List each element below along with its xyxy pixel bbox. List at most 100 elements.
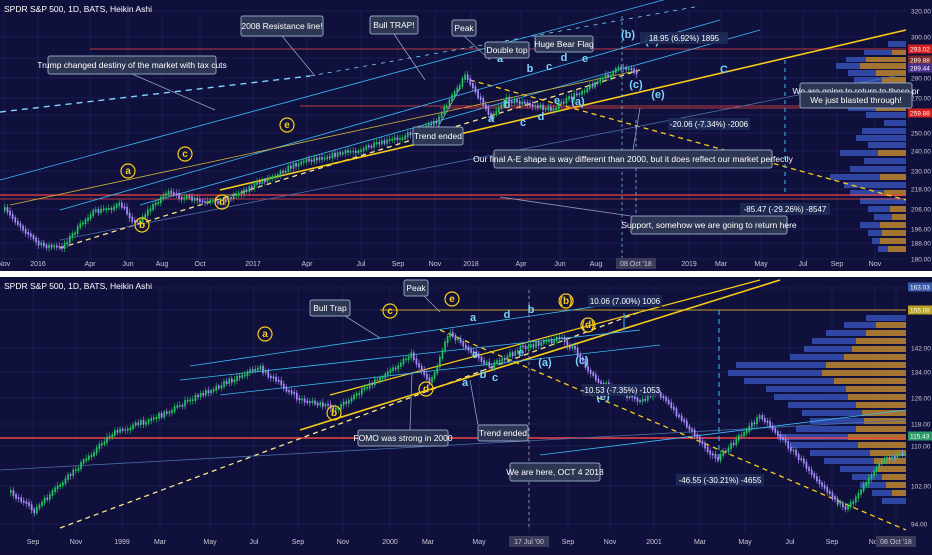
callout: Trend ended <box>469 379 529 442</box>
candle-body <box>196 197 199 201</box>
candle-body <box>488 361 491 368</box>
candle-body <box>587 366 589 372</box>
candle-body <box>821 482 823 487</box>
candle-body <box>556 336 558 342</box>
candle-body <box>220 385 223 389</box>
volume-profile-bar <box>844 322 906 328</box>
candle-body <box>530 344 532 348</box>
wave-label: b <box>139 220 145 231</box>
candle-body <box>732 442 735 445</box>
candle-body <box>72 469 75 476</box>
price-tag <box>908 282 932 292</box>
x-tick-label: May <box>754 261 768 268</box>
panel-separator[interactable] <box>0 271 932 277</box>
candle-body <box>40 242 43 246</box>
candle-body <box>409 132 412 136</box>
candle-body <box>696 434 699 438</box>
candle-body <box>544 108 547 111</box>
candle-body <box>258 181 261 184</box>
candle-body <box>823 484 826 489</box>
candle-body <box>550 339 553 344</box>
candle-body <box>517 350 519 353</box>
candle-body <box>675 408 678 417</box>
candle-body <box>535 341 537 348</box>
candle-body <box>886 456 888 462</box>
callout-box <box>47 55 217 75</box>
cursor-date-box <box>616 258 656 269</box>
wave-label: b <box>504 99 511 111</box>
candle-body <box>179 404 181 407</box>
moving-average-fast <box>9 69 641 206</box>
volume-profile-bar <box>790 442 906 448</box>
candle-body <box>323 157 326 160</box>
candle-body <box>670 402 673 409</box>
volume-profile-bar-up <box>858 442 906 448</box>
candle-body <box>704 442 706 449</box>
volume-profile-bar-up <box>834 378 906 384</box>
cursor-date-box <box>509 536 549 547</box>
candle-body <box>891 456 894 460</box>
candle-body <box>17 497 20 500</box>
candle-body <box>327 404 329 406</box>
candle-body <box>509 352 511 357</box>
candle-body <box>691 428 693 432</box>
candle-body <box>93 452 95 457</box>
x-tick-label: Nov <box>337 539 350 546</box>
candle-body <box>532 344 535 348</box>
candle-body <box>740 434 743 437</box>
candle-body <box>212 199 214 202</box>
wave-label-circle <box>382 303 398 319</box>
candle-body <box>103 441 106 445</box>
candle-body <box>420 365 423 372</box>
measurement-box <box>668 118 750 130</box>
candle-body <box>313 157 316 162</box>
candle-body <box>366 386 368 389</box>
volume-profile-bar <box>840 466 906 472</box>
candle-body <box>228 378 231 385</box>
volume-profile-bar-up <box>848 434 906 440</box>
candle-body <box>751 422 753 428</box>
candle-body <box>63 242 66 249</box>
x-tick-label: Oct <box>195 261 206 268</box>
volume-profile-bar <box>728 370 906 376</box>
candle-body <box>183 197 186 200</box>
x-tick-label: 2016 <box>30 261 46 268</box>
volume-profile-bar-up <box>844 354 906 360</box>
candle-body <box>270 375 272 379</box>
measurement-label: 10.06 (7.00%) 1006 <box>590 297 661 306</box>
callout-box <box>309 299 351 317</box>
candle-body <box>204 200 206 203</box>
candle-body <box>405 358 407 361</box>
candle-body <box>602 77 604 80</box>
candle-body <box>492 113 495 120</box>
candle-body <box>558 336 561 339</box>
candle-body <box>456 87 459 93</box>
candle-body <box>701 440 704 445</box>
candle-body <box>596 80 599 84</box>
candle-body <box>119 428 121 433</box>
trendlines-layer <box>0 0 907 531</box>
candle-body <box>142 420 145 425</box>
volume-profile-bar-up <box>892 490 906 496</box>
candle-body <box>360 149 362 152</box>
price-tag <box>908 63 932 73</box>
candle-body <box>19 223 22 228</box>
wave-label-circle <box>326 405 342 421</box>
candle-body <box>777 431 779 436</box>
x-tick-label: Nov <box>429 261 442 268</box>
candle-body <box>241 374 244 378</box>
wave-label: c <box>546 61 552 73</box>
candle-body <box>340 404 342 410</box>
candle-body <box>604 74 607 79</box>
candle-body <box>571 345 574 349</box>
callout: Double top <box>484 41 530 59</box>
candle-body <box>680 415 683 421</box>
price-tag-label: 259.88 <box>910 111 930 118</box>
wave-label: e <box>449 294 455 305</box>
candle-body <box>709 450 712 456</box>
candle-body <box>173 192 175 195</box>
candle-body <box>127 428 129 431</box>
candle-body <box>238 192 240 196</box>
wave-label: (d) <box>582 320 595 331</box>
